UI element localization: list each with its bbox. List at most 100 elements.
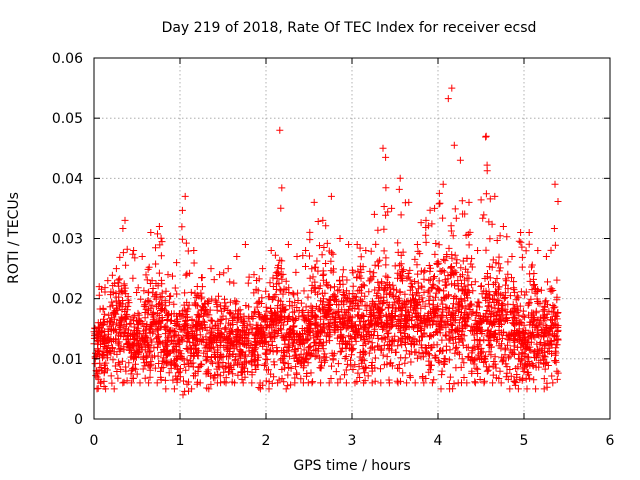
data-point bbox=[127, 370, 135, 378]
data-point bbox=[341, 354, 349, 362]
data-point bbox=[220, 269, 228, 277]
data-point bbox=[209, 359, 217, 367]
data-point bbox=[502, 277, 510, 285]
data-point bbox=[337, 347, 345, 355]
data-point bbox=[469, 357, 477, 365]
data-point bbox=[161, 306, 168, 314]
data-point bbox=[452, 259, 460, 267]
data-point bbox=[414, 309, 422, 317]
data-point bbox=[434, 357, 442, 365]
data-point bbox=[145, 288, 153, 296]
data-point bbox=[245, 329, 253, 336]
data-point bbox=[402, 324, 410, 331]
data-point bbox=[273, 311, 281, 319]
data-point bbox=[216, 354, 224, 361]
data-point bbox=[117, 316, 125, 324]
data-point bbox=[184, 305, 192, 313]
data-point bbox=[491, 353, 499, 361]
data-point bbox=[495, 283, 503, 291]
data-point bbox=[239, 368, 246, 376]
data-point bbox=[277, 204, 285, 212]
data-point bbox=[374, 226, 382, 234]
data-point bbox=[377, 365, 384, 373]
data-point bbox=[297, 360, 305, 368]
data-point bbox=[194, 337, 201, 345]
data-point bbox=[554, 369, 562, 377]
data-point bbox=[162, 308, 170, 316]
data-point bbox=[460, 359, 468, 367]
data-point bbox=[471, 378, 479, 386]
data-point bbox=[292, 268, 300, 276]
data-point bbox=[276, 256, 284, 264]
data-point bbox=[336, 375, 344, 383]
data-point bbox=[169, 327, 177, 335]
data-point bbox=[461, 276, 469, 284]
data-point bbox=[426, 333, 433, 341]
data-point bbox=[411, 255, 419, 263]
data-point bbox=[272, 291, 280, 299]
data-point bbox=[318, 342, 326, 350]
data-point bbox=[282, 277, 290, 285]
data-point bbox=[318, 251, 326, 259]
data-point bbox=[282, 286, 290, 294]
data-point bbox=[334, 326, 342, 334]
data-point bbox=[300, 346, 308, 354]
data-point bbox=[121, 216, 129, 224]
data-point bbox=[464, 294, 472, 302]
data-point bbox=[469, 308, 477, 316]
x-axis-title: GPS time / hours bbox=[293, 458, 410, 474]
data-point bbox=[445, 328, 453, 336]
data-point bbox=[161, 376, 169, 384]
data-point bbox=[279, 301, 287, 309]
data-point bbox=[156, 293, 164, 301]
data-point bbox=[221, 364, 229, 372]
data-point bbox=[470, 343, 478, 351]
data-point bbox=[226, 278, 234, 286]
data-point bbox=[317, 379, 325, 387]
data-point bbox=[177, 335, 185, 343]
data-point bbox=[327, 375, 335, 382]
data-point bbox=[473, 309, 481, 316]
data-point bbox=[154, 331, 162, 339]
data-point bbox=[276, 126, 284, 134]
data-point bbox=[429, 321, 437, 329]
data-point bbox=[118, 357, 126, 365]
data-point bbox=[318, 362, 326, 370]
data-point bbox=[405, 273, 413, 281]
data-point bbox=[476, 337, 484, 345]
data-point bbox=[154, 343, 161, 351]
data-point bbox=[432, 289, 440, 297]
data-point bbox=[112, 310, 120, 318]
data-point bbox=[435, 189, 443, 197]
data-point bbox=[232, 300, 240, 308]
data-point bbox=[287, 381, 295, 389]
data-point bbox=[241, 333, 249, 341]
data-point bbox=[222, 315, 230, 323]
data-point bbox=[255, 384, 263, 391]
data-point bbox=[161, 358, 169, 366]
data-point bbox=[448, 263, 456, 270]
data-point bbox=[333, 308, 341, 316]
data-point bbox=[232, 338, 240, 346]
data-point bbox=[357, 268, 365, 276]
data-point bbox=[353, 241, 361, 248]
data-point bbox=[233, 326, 241, 333]
data-point bbox=[519, 307, 527, 315]
data-point bbox=[450, 380, 458, 388]
data-point bbox=[422, 216, 430, 224]
data-point bbox=[293, 370, 301, 378]
data-point bbox=[489, 379, 497, 387]
data-point bbox=[320, 295, 327, 303]
data-point bbox=[382, 153, 390, 161]
data-point bbox=[450, 300, 457, 308]
y-axis-title: ROTI / TECUs bbox=[6, 192, 22, 284]
data-point bbox=[285, 343, 293, 351]
data-point bbox=[456, 156, 464, 164]
data-point bbox=[407, 282, 415, 290]
data-point bbox=[265, 366, 272, 374]
data-point bbox=[114, 339, 122, 347]
data-point bbox=[193, 291, 201, 299]
data-point bbox=[451, 205, 459, 213]
data-point bbox=[111, 362, 119, 370]
data-point bbox=[425, 300, 433, 308]
